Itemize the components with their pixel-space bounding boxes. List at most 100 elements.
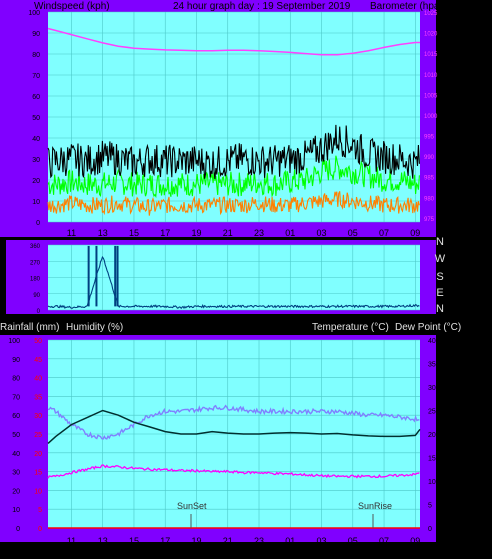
barometer-tick-label: 995 — [424, 135, 435, 141]
rainfall-tick-label: 10 — [34, 488, 42, 495]
direction-letter: E — [436, 287, 443, 299]
temperature-series-line — [47, 409, 421, 444]
time-tick-label: 01 — [285, 228, 295, 238]
wind-series-line — [47, 155, 420, 199]
time-tick-label: 21 — [223, 536, 233, 546]
windspeed-tick-label: 20 — [32, 178, 40, 185]
windspeed-tick-label: 80 — [32, 52, 40, 59]
humidity-tick-label: 60 — [12, 413, 20, 420]
sunset-label: SunSet — [177, 501, 207, 511]
humidity-series-line — [47, 404, 420, 440]
rainfall-tick-label: 25 — [34, 432, 42, 439]
temperature-tick-label: 20 — [428, 432, 436, 439]
humidity-tick-label: 30 — [12, 470, 20, 477]
time-tick-label: 13 — [98, 228, 108, 238]
wind-direction-series-line — [47, 255, 420, 310]
windspeed-tick-label: 90 — [32, 31, 40, 38]
time-tick-label: 23 — [254, 228, 264, 238]
rainfall-tick-label: 40 — [34, 376, 42, 383]
humidity-temperature-series — [47, 404, 421, 529]
time-tick-label: 19 — [191, 536, 201, 546]
time-tick-label: 15 — [129, 228, 139, 238]
barometer-tick-label: 1025 — [424, 11, 438, 17]
humidity-tick-label: 90 — [12, 357, 20, 364]
direction-grid — [48, 244, 420, 311]
barometer-tick-label: 985 — [424, 176, 435, 182]
temperature-tick-label: 40 — [428, 338, 436, 345]
rainfall-tick-label: 5 — [38, 507, 42, 514]
windspeed-tick-label: 30 — [32, 157, 40, 164]
dewpoint-axis-title: Dew Point (°C) — [395, 322, 461, 333]
direction-tick-label: 90 — [33, 293, 40, 299]
rainfall-tick-label: 35 — [34, 394, 42, 401]
time-tick-label: 03 — [317, 536, 327, 546]
rainfall-tick-label: 50 — [34, 338, 42, 345]
barometer-axis-title: Barometer (hpa) — [370, 1, 443, 12]
barometer-tick-label: 990 — [424, 155, 435, 161]
time-tick-label: 19 — [191, 228, 201, 238]
temperature-tick-label: 35 — [428, 362, 436, 369]
dewpoint-series-line — [47, 464, 420, 479]
temperature-tick-label: 15 — [428, 456, 436, 463]
direction-tick-label: 360 — [30, 244, 41, 250]
direction-letter: S — [436, 271, 443, 283]
rainfall-tick-label: 45 — [34, 357, 42, 364]
windspeed-tick-label: 0 — [36, 220, 40, 227]
humidity-tick-label: 100 — [8, 338, 20, 345]
direction-letter: N — [436, 303, 444, 315]
time-tick-label: 05 — [348, 536, 358, 546]
rainfall-axis-title: Rainfall (mm) — [0, 322, 59, 333]
barometer-series-line — [47, 27, 420, 56]
direction-tick-label: 0 — [37, 309, 41, 315]
temperature-axis-title: Temperature (°C) — [312, 322, 389, 333]
gust-series-line — [47, 124, 420, 180]
barometer-tick-label: 980 — [424, 196, 435, 202]
barometer-tick-label: 1020 — [424, 32, 438, 38]
temperature-tick-label: 0 — [428, 526, 432, 533]
direction-tick-label: 270 — [30, 260, 41, 266]
time-tick-label: 03 — [317, 228, 327, 238]
rainfall-tick-label: 30 — [34, 413, 42, 420]
wind-pressure-series — [47, 27, 420, 216]
windspeed-axis-title: Windspeed (kph) — [34, 1, 110, 12]
barometer-tick-label: 975 — [424, 217, 435, 223]
time-tick-label: 09 — [410, 228, 420, 238]
time-tick-label: 17 — [160, 536, 170, 546]
temperature-tick-label: 25 — [428, 409, 436, 416]
humidity-tick-label: 20 — [12, 488, 20, 495]
direction-letter: W — [435, 253, 446, 265]
temperature-tick-label: 10 — [428, 479, 436, 486]
humidity-tick-label: 50 — [12, 432, 20, 439]
windspeed-tick-label: 100 — [28, 10, 40, 17]
humidity-tick-label: 80 — [12, 376, 20, 383]
rainfall-tick-label: 0 — [38, 526, 42, 533]
barometer-tick-label: 1015 — [424, 52, 438, 58]
direction-tick-label: 180 — [30, 277, 41, 283]
barometer-tick-label: 1000 — [424, 114, 438, 120]
temperature-tick-label: 5 — [428, 503, 432, 510]
axis-tick-labels: 0102030405060708090100975980985990995100… — [8, 10, 438, 546]
humidity-tick-label: 40 — [12, 451, 20, 458]
temperature-tick-label: 30 — [428, 385, 436, 392]
rainfall-tick-label: 20 — [34, 451, 42, 458]
time-tick-label: 11 — [67, 536, 76, 546]
humidity-tick-label: 0 — [16, 526, 20, 533]
humidity-tick-label: 10 — [12, 507, 20, 514]
direction-series — [47, 245, 420, 310]
direction-letter: N — [436, 236, 444, 248]
graph-title: 24 hour graph day : 19 September 2019 — [173, 1, 351, 12]
rainfall-tick-label: 15 — [34, 470, 42, 477]
time-tick-label: 07 — [379, 536, 389, 546]
barometer-tick-label: 1005 — [424, 93, 438, 99]
time-tick-label: 21 — [223, 228, 233, 238]
time-tick-label: 05 — [348, 228, 358, 238]
time-tick-label: 17 — [160, 228, 170, 238]
windspeed-tick-label: 60 — [32, 94, 40, 101]
wind-low-series-line — [47, 191, 420, 216]
time-tick-label: 01 — [285, 536, 295, 546]
time-tick-label: 13 — [98, 536, 108, 546]
windspeed-tick-label: 50 — [32, 115, 40, 122]
